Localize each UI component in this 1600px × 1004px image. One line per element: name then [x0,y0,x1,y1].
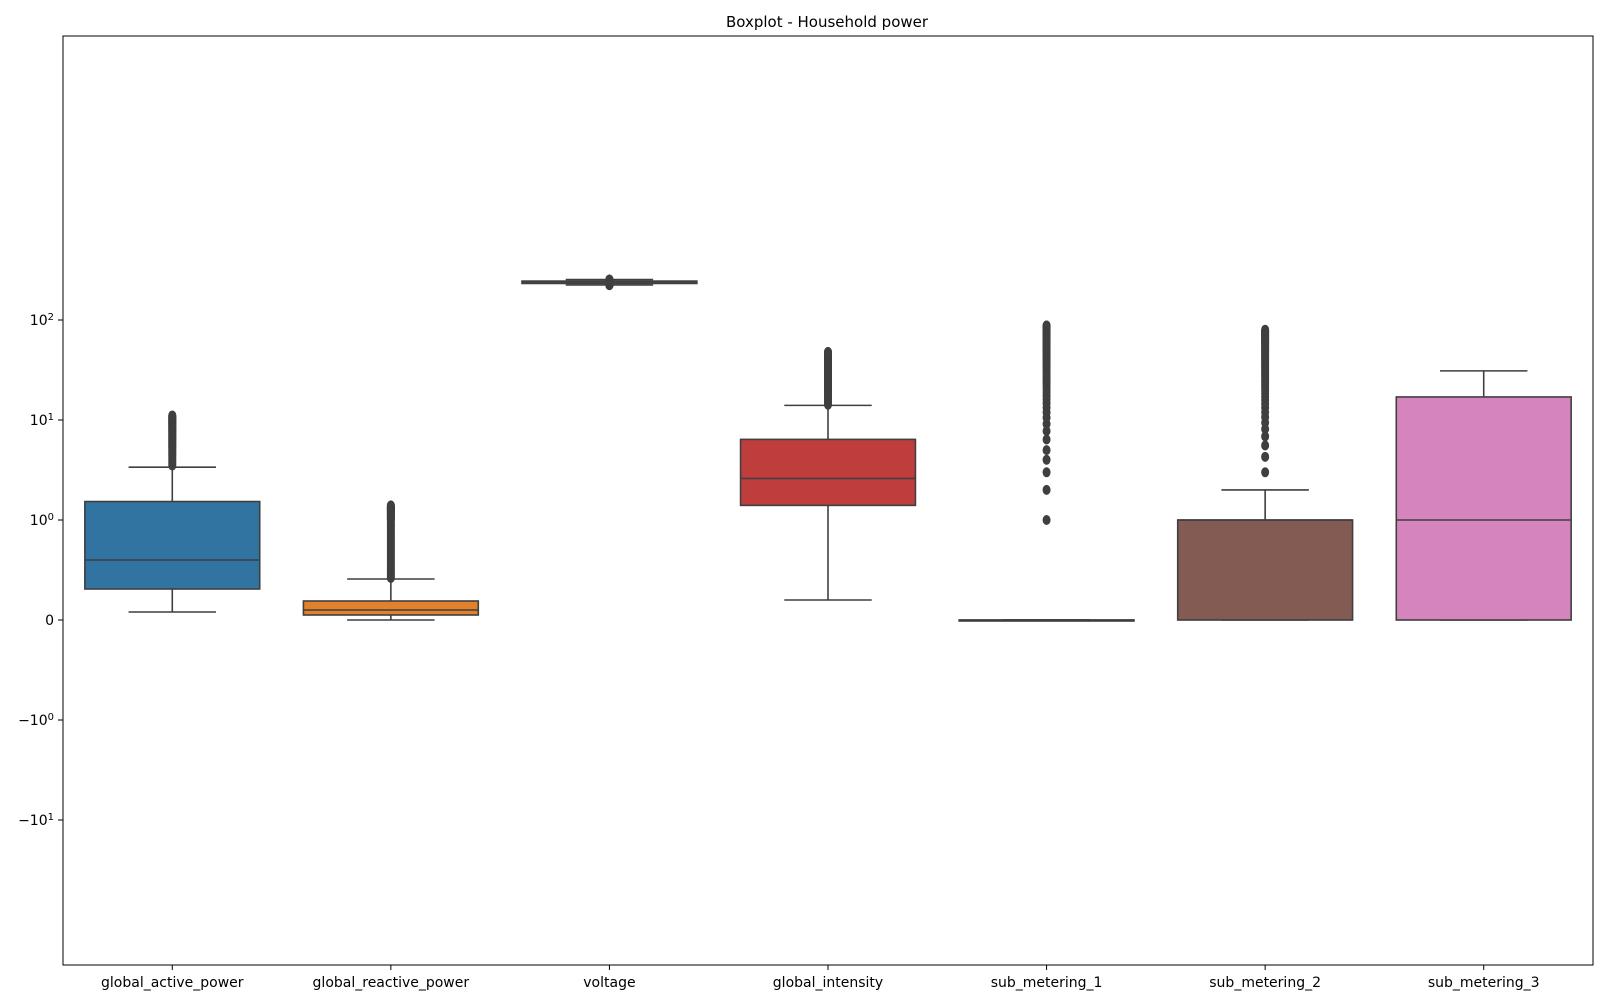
fliers-sub_metering_1 [1042,320,1051,525]
x-axis: global_active_power global_reactive_power… [101,965,1540,991]
flier-band-sub_metering_2-1 [1261,451,1270,462]
y-tick-label-4: −100 [18,712,54,730]
flier-band-global_active_power-60 [168,410,177,421]
x-tick-label-sub_metering_3: sub_metering_3 [1428,975,1540,991]
plot-area [84,274,1572,622]
flier-band-sub_metering_2-3 [1261,431,1270,442]
flier-band-sub_metering_1-1 [1042,434,1051,445]
x-tick-label-voltage: voltage [583,975,635,991]
flier-band-sub_metering_2-0 [1261,467,1270,478]
box-body-global_intensity [739,438,917,507]
flier-sub_metering_1-3 [1042,454,1051,465]
flier-band-sub_metering_2-2 [1261,440,1270,451]
x-tick-label-global_reactive_power: global_reactive_power [313,975,470,991]
flier-band-global_intensity-60 [824,346,832,357]
y-tick-label-2: 100 [30,512,54,530]
box-body-sub_metering_2 [1176,519,1354,621]
flier-band-global_reactive_power-60 [386,500,395,511]
x-tick-label-sub_metering_1: sub_metering_1 [991,975,1103,991]
flier-sub_metering_1-2 [1042,467,1051,478]
box-body-global_reactive_power [302,600,480,616]
flier-band-sub_metering_1-60 [1042,320,1051,331]
y-axis: 102 101 100 0 −100 −101 [18,312,63,830]
box-voltage [521,274,698,291]
chart-title: Boxplot - Household power [726,13,929,31]
y-tick-label-1: 101 [30,412,54,430]
y-tick-label-5: −101 [18,812,54,830]
fliers-global_intensity [824,346,832,410]
y-tick-label-3: 0 [45,613,54,629]
x-tick-label-global_active_power: global_active_power [101,975,244,991]
box-global_reactive_power [302,500,480,621]
flier-sub_metering_1-0 [1042,515,1051,525]
flier-band-sub_metering_1-2 [1042,425,1051,436]
y-tick-label-0: 102 [30,312,54,330]
box-sub_metering_3 [1395,370,1572,621]
flier-band-sub_metering_2-60 [1261,324,1270,335]
fliers-sub_metering_2 [1261,324,1270,478]
box-sub_metering_1 [958,320,1135,622]
box-body-global_active_power [84,500,261,590]
fliers-global_active_power [168,410,177,471]
flier-sub_metering_1-1 [1042,484,1051,495]
flier-band-sub_metering_1-0 [1042,445,1051,456]
fliers-global_reactive_power [386,500,395,583]
x-tick-label-sub_metering_2: sub_metering_2 [1209,975,1321,991]
box-global_active_power [84,410,261,613]
box-sub_metering_2 [1176,324,1354,621]
box-body-sub_metering_3 [1395,396,1572,621]
box-global_intensity [739,346,917,601]
x-tick-label-global_intensity: global_intensity [773,975,883,991]
